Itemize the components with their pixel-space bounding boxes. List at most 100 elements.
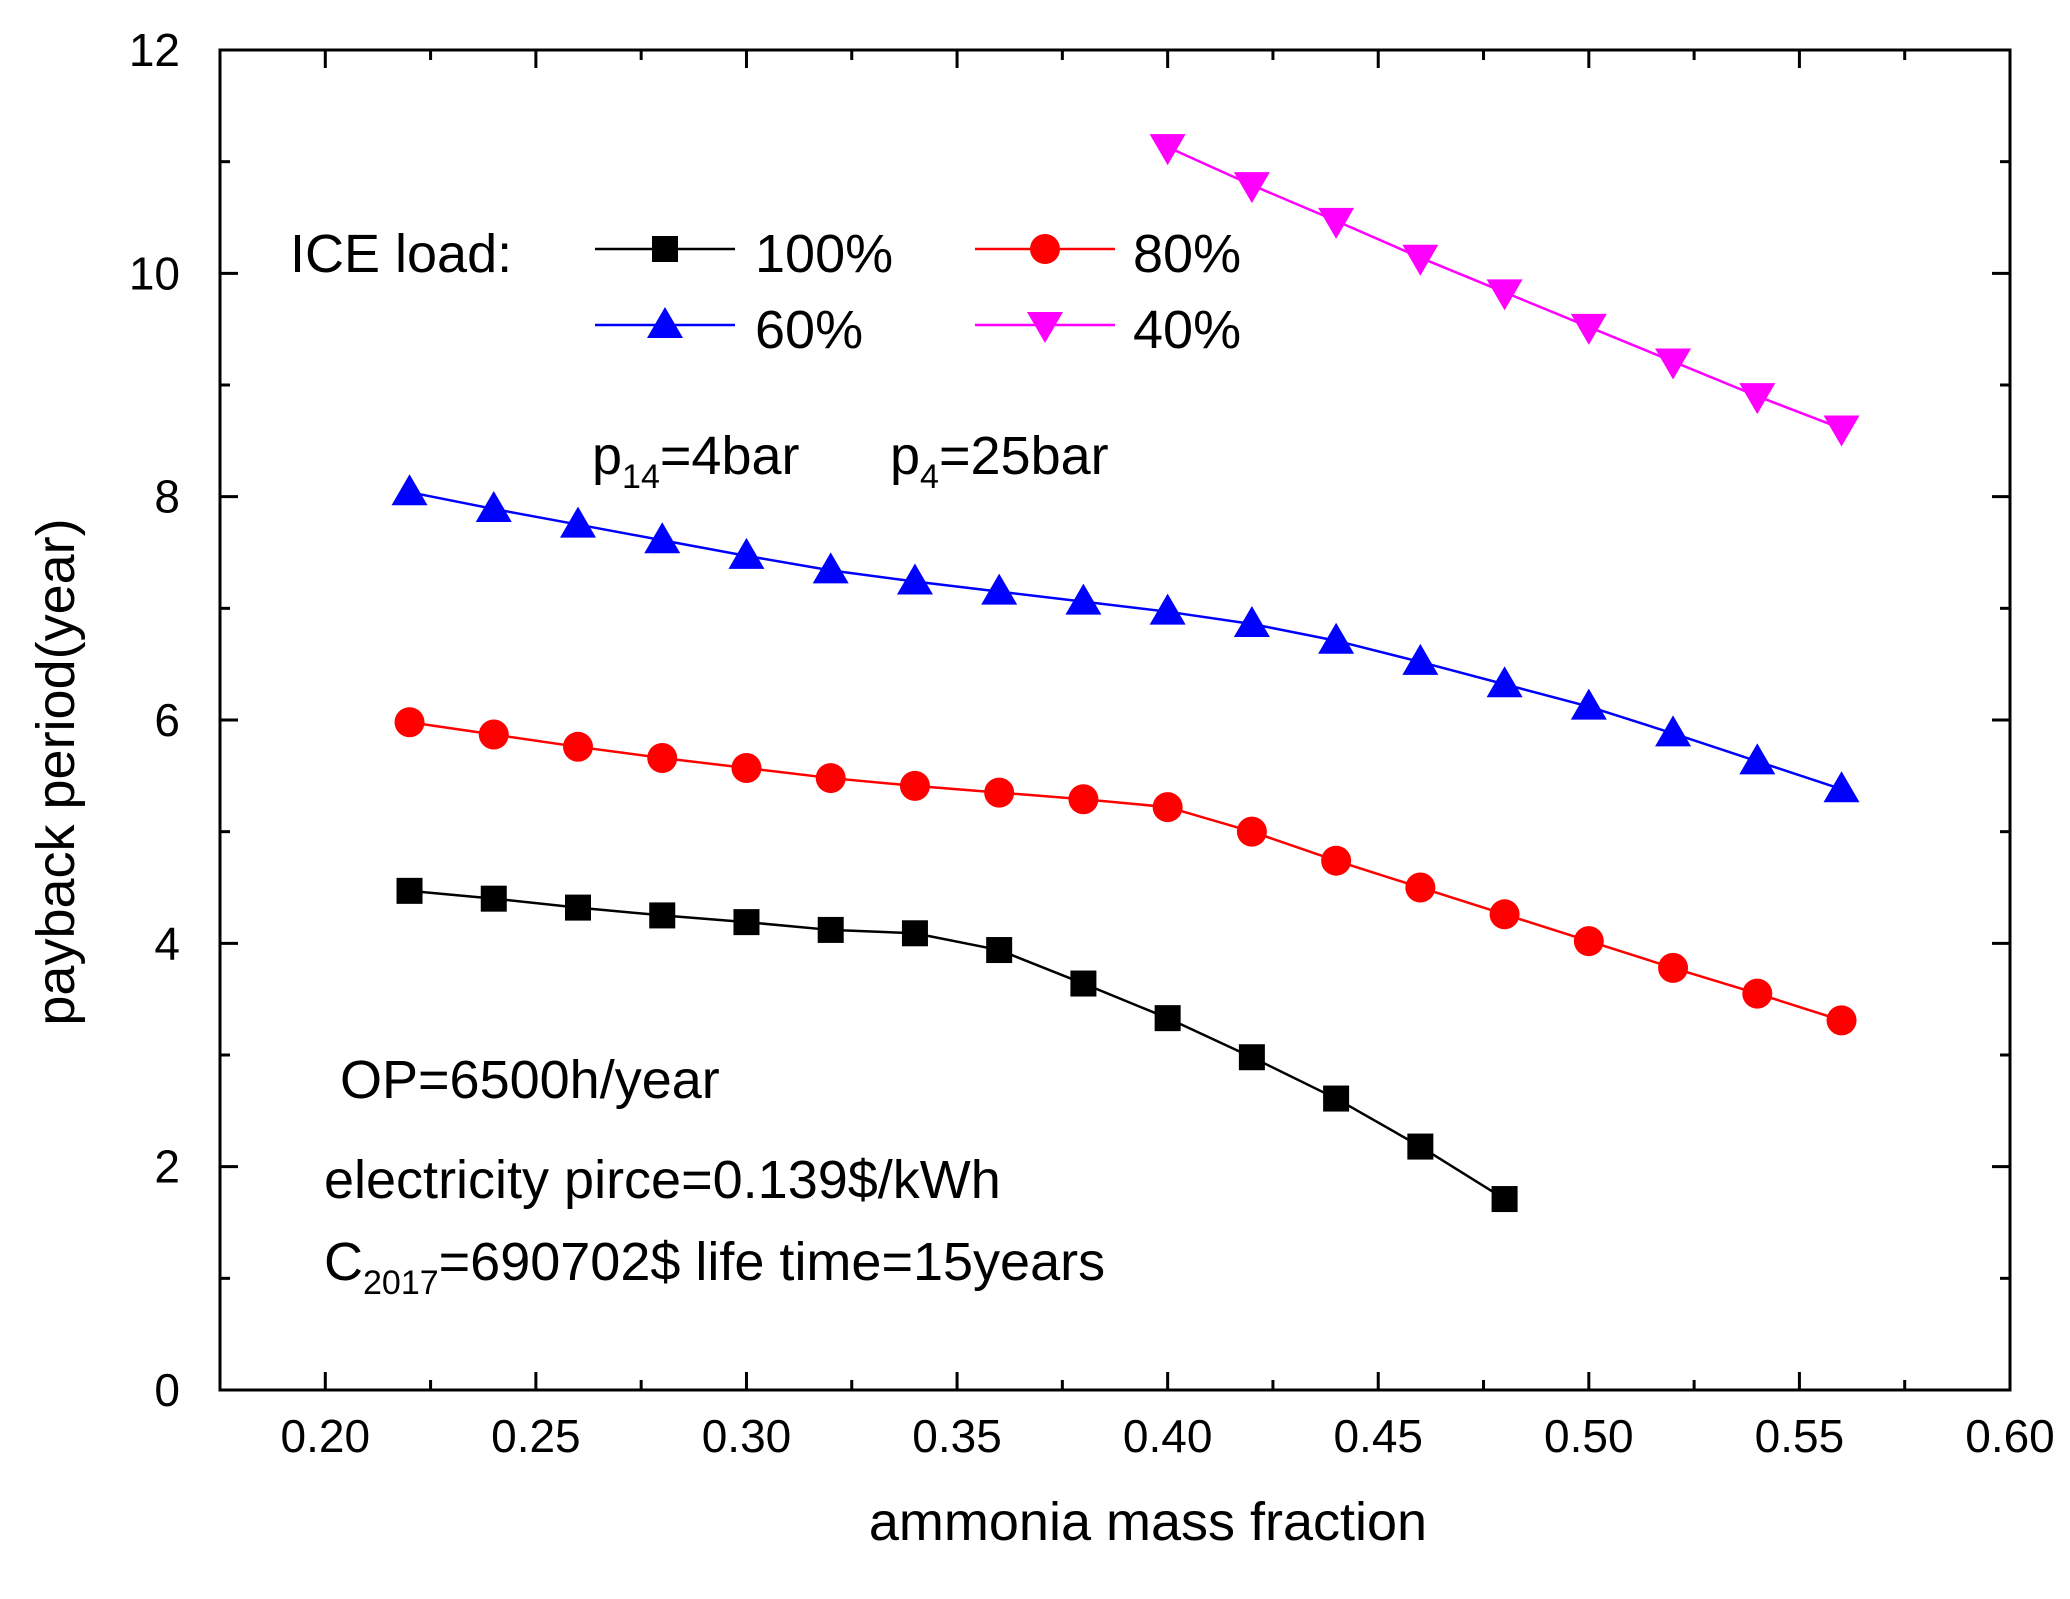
cost-symbol: C [324,1232,363,1292]
cost-value: =690702$ life time=15years [439,1232,1105,1292]
data-point-100pct [1407,1133,1434,1160]
data-point-60pct [1233,605,1270,637]
data-point-40pct [1233,172,1270,204]
data-point-60pct [1318,622,1355,654]
data-point-40pct [1318,207,1355,239]
data-point-40pct [1823,415,1860,447]
operation-hours-annotation: OP=6500h/year [340,1050,720,1110]
data-point-60pct [1655,715,1692,747]
data-point-80pct [731,753,762,784]
data-point-100pct [1323,1085,1350,1112]
data-point-80pct [899,770,930,801]
data-point-100pct [565,894,591,921]
data-point-60pct [896,563,933,595]
data-point-80pct [1489,899,1520,930]
data-point-40pct [1486,279,1523,311]
legend-title: ICE load: [290,224,512,284]
data-point-80pct [1321,845,1352,876]
p4-value: =25bar [939,426,1109,486]
series-line-60pct [409,490,1842,791]
x-tick-label: 0.25 [491,1410,581,1462]
data-point-80pct [647,742,678,773]
data-point-60pct [1570,688,1607,720]
y-tick-label: 4 [154,917,180,969]
data-point-60pct [560,506,596,538]
data-point-60pct [1823,771,1860,803]
x-tick-label: 0.60 [1965,1410,2055,1462]
data-point-100pct [1238,1044,1265,1071]
data-point-100pct [649,902,676,929]
data-point-60pct [1065,583,1102,615]
data-point-100pct [986,937,1013,964]
data-point-60pct [644,522,681,554]
data-point-60pct [1739,743,1776,775]
data-point-40pct [1655,348,1692,380]
data-point-80pct [815,763,846,794]
data-point-80pct [1152,792,1183,823]
x-tick-label: 0.45 [1333,1410,1423,1462]
data-point-100pct [396,877,423,904]
p14-value: =4bar [660,426,800,486]
data-point-60pct [475,490,512,522]
series-line-100pct [409,889,1506,1201]
data-point-80pct [1742,978,1773,1009]
pressure-annotation: p14=4bar p4=25bar [592,426,1109,496]
series-40pct [1149,134,1860,447]
data-point-40pct [1149,134,1186,166]
y-tick-label: 12 [129,24,180,76]
series-group [391,134,1860,1213]
x-tick-label: 0.30 [702,1410,792,1462]
series-line-80pct [409,720,1842,1022]
y-tick-label: 8 [154,471,180,523]
data-point-60pct [1402,643,1439,675]
legend-label: 40% [1133,300,1241,360]
x-tick-label: 0.35 [912,1410,1002,1462]
data-point-40pct [1402,244,1439,276]
axes-group: 0.20 0.25 0.30 0.35 0.40 0.45 0.50 0.55 0.60 0 2 4 6… [129,24,2055,1462]
data-point-100pct [480,885,507,912]
x-tick-label: 0.50 [1544,1410,1634,1462]
data-point-80pct [1658,952,1689,983]
data-point-80pct [394,707,425,738]
x-axis-label: ammonia mass fraction [869,1492,1427,1552]
cost-subscript: 2017 [363,1264,439,1302]
data-point-80pct [1068,784,1099,815]
p14-symbol: p [592,426,622,486]
legend-entry-100pct: 100% [595,224,893,284]
legend-marker [647,307,683,338]
legend-label: 80% [1133,224,1241,284]
y-tick-label: 6 [154,694,180,746]
y-axis-label: payback period(year) [26,518,86,1025]
legend-entry-60pct: 60% [595,300,863,360]
legend: ICE load: 100% 80% 60% 40% [290,224,1241,360]
legend-marker [1030,234,1060,264]
x-tick-label: 0.55 [1755,1410,1845,1462]
data-point-40pct [1570,313,1607,345]
legend-marker [652,236,678,262]
data-point-80pct [1405,872,1436,903]
data-point-80pct [1826,1005,1857,1036]
electricity-price-annotation: electricity pirce=0.139$/kWh [324,1150,1001,1210]
data-point-60pct [1486,666,1523,698]
data-point-60pct [1149,593,1186,625]
data-point-80pct [1236,816,1267,847]
data-point-80pct [1573,926,1604,957]
series-80pct [394,707,1857,1036]
y-tick-label: 2 [154,1141,180,1193]
x-tick-label: 0.40 [1123,1410,1213,1462]
p14-subscript: 14 [622,458,660,496]
legend-marker [1027,312,1063,343]
data-point-60pct [812,552,849,584]
legend-label: 100% [755,224,893,284]
legend-entry-40pct: 40% [975,300,1241,360]
legend-entry-80pct: 80% [975,224,1241,284]
data-point-60pct [728,537,765,569]
data-point-100pct [1070,970,1097,997]
data-point-100pct [1154,1005,1181,1032]
series-100pct [396,877,1518,1213]
p4-symbol: p [890,426,920,486]
data-point-80pct [478,719,509,750]
y-tick-label: 10 [129,247,180,299]
data-point-100pct [733,909,760,936]
